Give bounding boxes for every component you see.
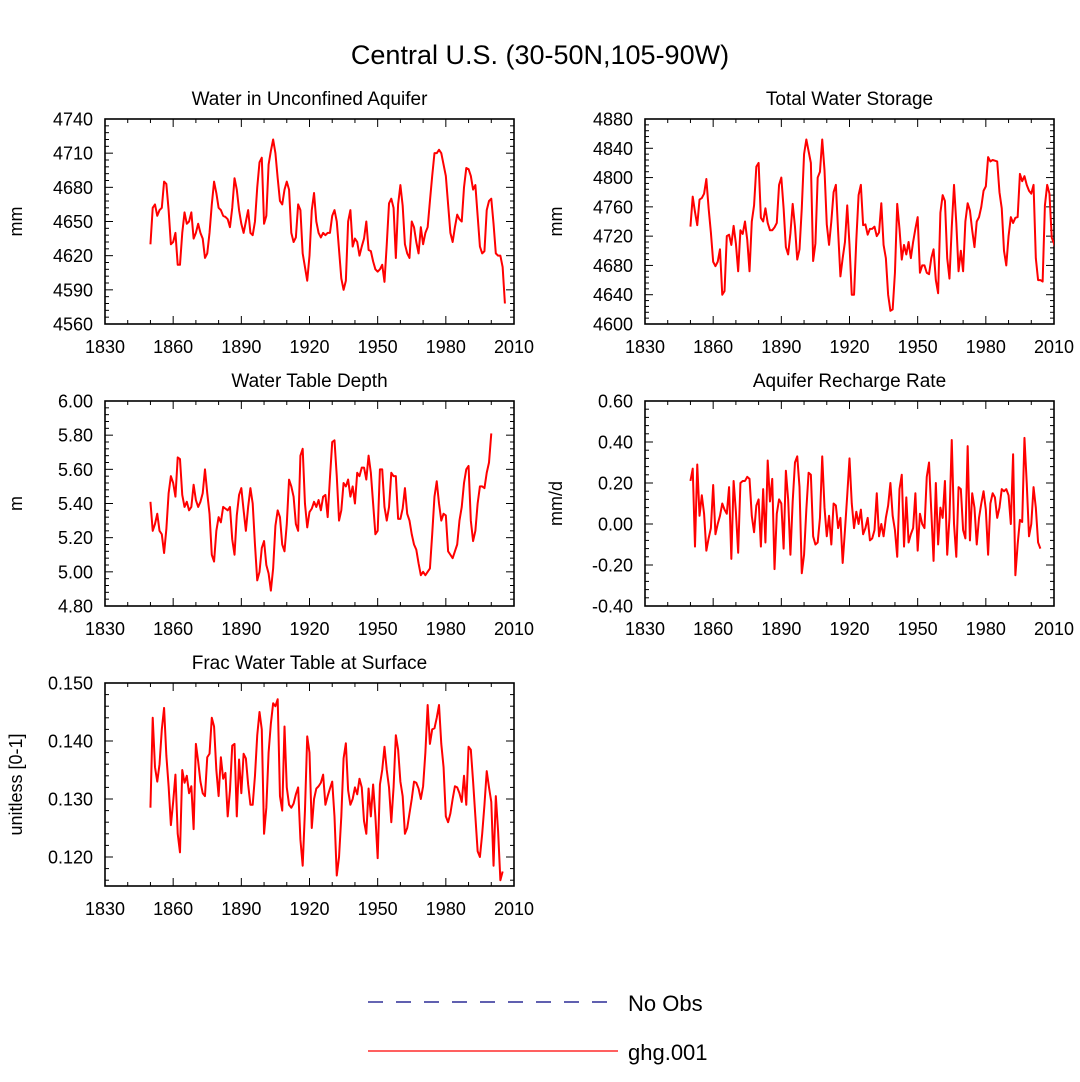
plot-frame — [104, 400, 515, 607]
y-tick-label: 4600 — [593, 315, 633, 335]
x-tick-label: 1980 — [426, 619, 466, 639]
y-tick-label: 4740 — [53, 110, 93, 130]
y-tick-label: 0.40 — [598, 433, 633, 453]
y-tick-label: 4560 — [53, 315, 93, 335]
y-tick-label: 5.40 — [58, 494, 93, 514]
y-tick-label: 0.60 — [598, 392, 633, 412]
y-tick-label: 4650 — [53, 212, 93, 232]
y-tick-label: 4760 — [593, 197, 633, 217]
y-tick-label: 5.20 — [58, 528, 93, 548]
x-tick-label: 1920 — [289, 899, 329, 919]
x-tick-label: 1830 — [85, 337, 125, 357]
y-tick-label: 4840 — [593, 139, 633, 159]
x-tick-label: 2010 — [494, 337, 534, 357]
x-tick-label: 1860 — [693, 337, 733, 357]
x-tick-label: 2010 — [1034, 619, 1074, 639]
y-tick-label: 0.20 — [598, 474, 633, 494]
x-tick-label: 1830 — [85, 899, 125, 919]
y-tick-label: 0.00 — [598, 515, 633, 535]
panel-title: Total Water Storage — [766, 89, 933, 110]
panel-water-table-depth: Water Table Depth 1830 1860 1890 1920 1950 198… — [6, 371, 534, 639]
y-tick-label: 4590 — [53, 280, 93, 300]
x-tick-label: 1920 — [829, 619, 869, 639]
panel-title: Aquifer Recharge Rate — [753, 371, 946, 392]
y-axis-label: unitless [0-1] — [6, 733, 26, 835]
plot-frame — [104, 118, 515, 325]
x-tick-label: 1920 — [289, 337, 329, 357]
series-line-ghg-001 — [689, 436, 1042, 577]
y-tick-label: 5.00 — [58, 562, 93, 582]
y-tick-label: 4710 — [53, 144, 93, 164]
x-tick-label: 2010 — [494, 619, 534, 639]
series-line-ghg-001 — [149, 433, 493, 592]
x-tick-label: 1920 — [289, 619, 329, 639]
y-tick-label: -0.20 — [592, 556, 633, 576]
x-tick-label: 1980 — [966, 619, 1006, 639]
y-tick-label: 4880 — [593, 110, 633, 130]
x-tick-label: 1860 — [153, 619, 193, 639]
y-axis-label: mm/d — [546, 481, 566, 526]
y-tick-label: 4680 — [593, 256, 633, 276]
x-tick-label: 2010 — [1034, 337, 1074, 357]
legend-no-obs-label: No Obs — [628, 991, 703, 1016]
plot-frame — [644, 118, 1055, 325]
y-axis-label: mm — [546, 207, 566, 237]
x-tick-label: 1890 — [221, 899, 261, 919]
y-tick-label: 5.80 — [58, 426, 93, 446]
x-tick-label: 1950 — [358, 337, 398, 357]
y-tick-label: 4.80 — [58, 597, 93, 617]
y-tick-label: 6.00 — [58, 392, 93, 412]
x-tick-label: 1980 — [966, 337, 1006, 357]
x-tick-label: 1860 — [153, 899, 193, 919]
x-tick-label: 1890 — [761, 337, 801, 357]
panel-title: Frac Water Table at Surface — [192, 653, 428, 674]
x-tick-label: 1950 — [358, 899, 398, 919]
y-tick-label: 4640 — [593, 285, 633, 305]
x-tick-label: 1830 — [625, 337, 665, 357]
plot-frame — [644, 400, 1055, 607]
series-line-ghg-001 — [689, 138, 1054, 312]
x-tick-label: 1830 — [85, 619, 125, 639]
y-tick-label: 4720 — [593, 227, 633, 247]
panel-frac-water-table-at-surface: Frac Water Table at Surface 1830 1860 1890 1… — [6, 653, 534, 919]
y-tick-label: 0.140 — [48, 732, 93, 752]
legend-ghg-label: ghg.001 — [628, 1040, 708, 1065]
x-tick-label: 1920 — [829, 337, 869, 357]
y-tick-label: -0.40 — [592, 597, 633, 617]
x-tick-label: 1950 — [898, 337, 938, 357]
series-line-ghg-001 — [149, 138, 506, 304]
panel-aquifer-recharge-rate: Aquifer Recharge Rate 1830 1860 1890 1920 195… — [546, 371, 1074, 639]
x-tick-label: 1980 — [426, 337, 466, 357]
y-axis-label: mm — [6, 207, 26, 237]
y-tick-label: 0.120 — [48, 848, 93, 868]
y-tick-label: 4620 — [53, 246, 93, 266]
y-tick-label: 0.130 — [48, 790, 93, 810]
x-tick-label: 2010 — [494, 899, 534, 919]
x-tick-label: 1980 — [426, 899, 466, 919]
x-tick-label: 1950 — [358, 619, 398, 639]
x-tick-label: 1890 — [221, 619, 261, 639]
x-tick-label: 1890 — [761, 619, 801, 639]
x-tick-label: 1950 — [898, 619, 938, 639]
x-tick-label: 1830 — [625, 619, 665, 639]
panel-water-in-unconfined-aquifer: Water in Unconfined Aquifer 1830 1860 1890 1… — [6, 89, 534, 357]
y-tick-label: 0.150 — [48, 674, 93, 694]
y-tick-label: 5.60 — [58, 460, 93, 480]
panel-title: Water Table Depth — [231, 371, 387, 392]
figure-title: Central U.S. (30-50N,105-90W) — [351, 40, 729, 70]
panel-total-water-storage: Total Water Storage 1830 1860 1890 1920 1950 1… — [546, 89, 1074, 357]
y-tick-label: 4680 — [53, 178, 93, 198]
series-line-ghg-001 — [149, 698, 504, 882]
y-axis-label: m — [6, 496, 26, 511]
y-tick-label: 4800 — [593, 168, 633, 188]
x-tick-label: 1860 — [153, 337, 193, 357]
legend: No Obs ghg.001 — [368, 991, 708, 1065]
panel-title: Water in Unconfined Aquifer — [192, 89, 429, 110]
x-tick-label: 1860 — [693, 619, 733, 639]
x-tick-label: 1890 — [221, 337, 261, 357]
